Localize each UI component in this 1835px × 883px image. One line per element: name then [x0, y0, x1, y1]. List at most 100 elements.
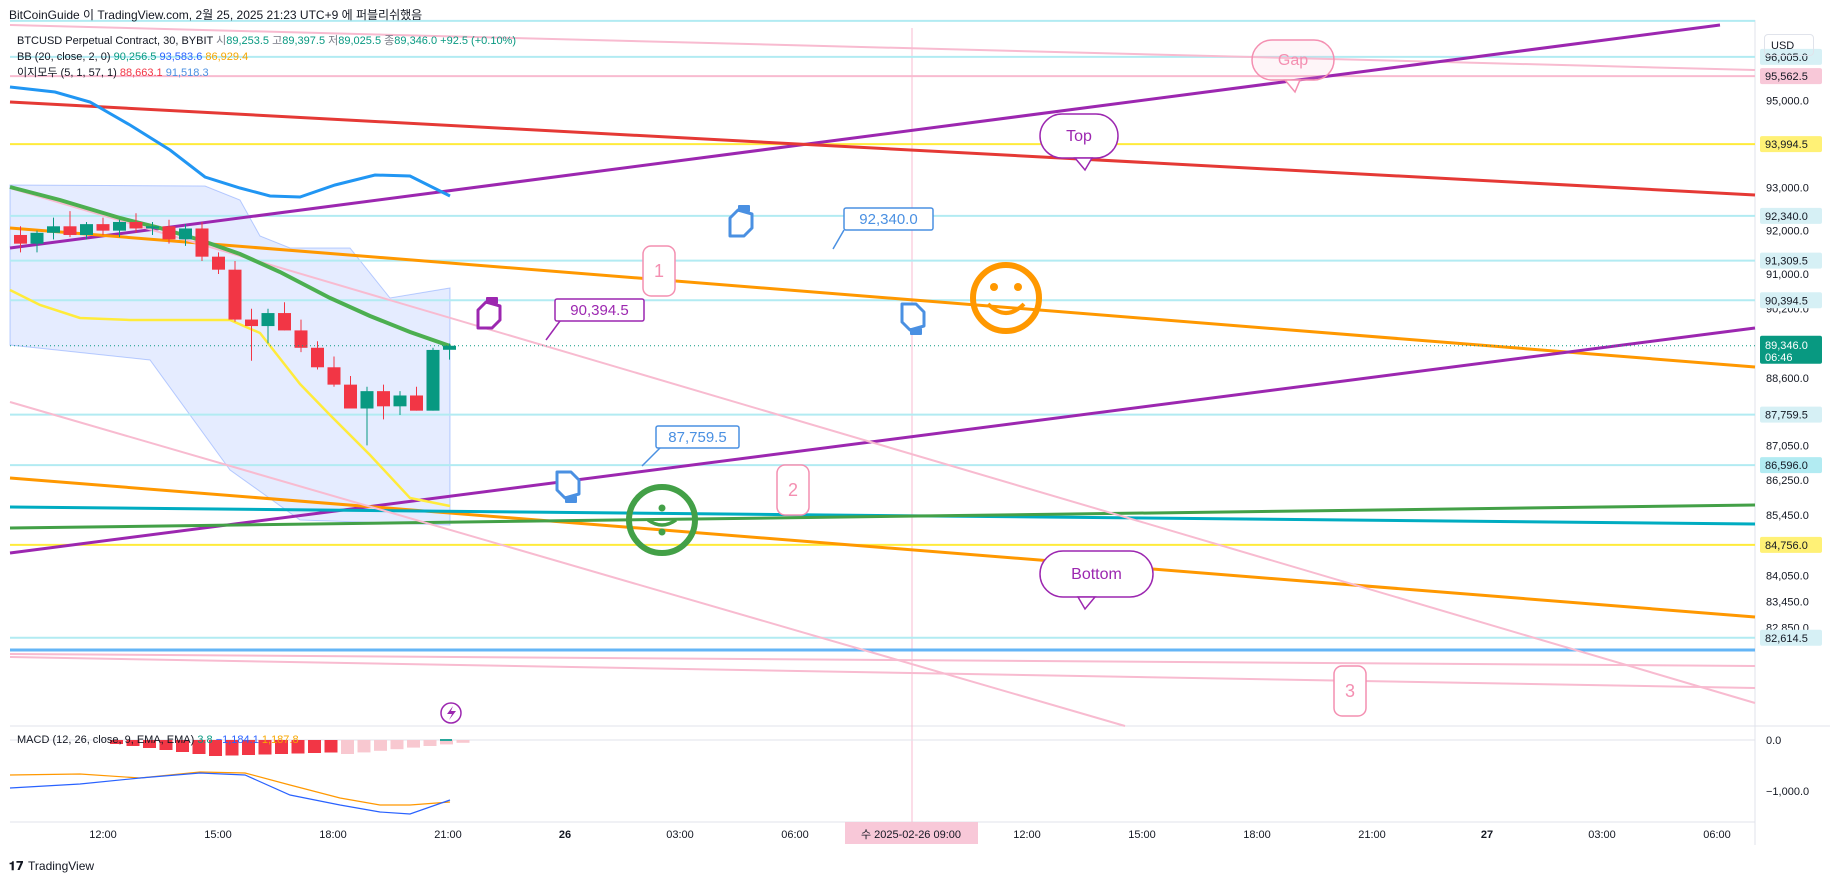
callout-bottom: Bottom [1039, 550, 1154, 598]
candle-body-6 [113, 221, 126, 231]
price-tag-bg-4 [1760, 252, 1822, 269]
macd-bar-7 [225, 740, 239, 756]
orange-smiley-eye-right [1014, 283, 1022, 291]
candle-body-7 [129, 221, 143, 229]
macd-bar-11 [291, 740, 305, 754]
macd-bar-18 [407, 740, 420, 748]
trend-line-11 [9, 653, 1756, 667]
bb-basis-line [9, 185, 451, 348]
macd-bar-9 [258, 740, 272, 755]
price-tag-bg-5 [1760, 292, 1822, 309]
hand-pointer-purple-icon-shape [476, 300, 502, 330]
ind2-legend[interactable]: 이지모두 (5, 1, 57, 1) 88,663.1 91,518.3 [17, 66, 209, 81]
macd-bar-21 [456, 740, 470, 743]
change-value: +92.5 (+0.10%) [440, 35, 517, 47]
y-tick-10: 83,450.0 [1766, 597, 1809, 609]
price-tag-9: 82,614.5 [1765, 633, 1808, 645]
bb-legend[interactable]: BB (20, close, 2, 0) 90,256.5 93,583.6 8… [17, 50, 248, 65]
currency-selector[interactable]: USD [1764, 34, 1814, 56]
bb-lower: 86,929.4 [205, 51, 249, 63]
ind2-b: 91,518.3 [165, 67, 209, 79]
y-tick-9: 84,050.0 [1766, 571, 1809, 583]
price-tag-2: 93,994.5 [1765, 139, 1808, 151]
candle-body-11 [195, 228, 209, 257]
crosshair-time-label: 수 2025-02-26 09:00 [861, 828, 961, 841]
x-tick-2: 18:00 [319, 829, 347, 841]
price-tag-bg-0 [1760, 48, 1822, 65]
price-tag-8: 84,756.0 [1765, 540, 1808, 552]
macd-bar-20 [440, 740, 453, 745]
bb-upper: 93,583.6 [159, 51, 203, 63]
price-tag-bg-9 [1760, 629, 1822, 646]
trend-line-1 [9, 23, 1721, 250]
callout-bottom-text: Bottom [1071, 566, 1122, 583]
hand-pointer-blue-2-icon-shape [900, 302, 926, 332]
callout-90394-text: 90,394.5 [570, 302, 628, 319]
macd-bar-2 [143, 740, 156, 748]
macd-bar-last [440, 739, 452, 741]
trend-line-0 [9, 24, 1756, 71]
tradingview-logo-icon: 𝟏𝟳 [9, 859, 25, 873]
callout-gap: Gap [1251, 39, 1335, 81]
x-tick-0: 12:00 [89, 829, 117, 841]
callout-wave-2-text: 2 [788, 480, 798, 500]
candle-body-9 [162, 226, 176, 240]
price-tag-6: 87,759.5 [1765, 410, 1808, 422]
y-tick-2: 92,000.0 [1766, 226, 1809, 238]
callout-top-tail [1073, 157, 1094, 172]
macd-bar-15 [357, 740, 371, 753]
candle-body-12 [212, 256, 225, 270]
ind2-label: 이지모두 (5, 1, 57, 1) [17, 67, 117, 79]
candle-body-18 [311, 347, 324, 368]
macd-bar-3 [159, 740, 173, 750]
green-face-mouth [646, 518, 678, 527]
candle-body-13 [228, 269, 242, 320]
callout-wave-3: 3 [1333, 665, 1367, 717]
bollinger-band-fill [9, 184, 451, 526]
x-tick-8: 12:00 [1013, 829, 1041, 841]
macd-bar-17 [390, 740, 404, 750]
callout-gap-tail [1283, 79, 1302, 94]
y-tick-1: 93,000.0 [1766, 182, 1809, 194]
price-tag-bg-2 [1760, 136, 1822, 153]
callout-wave-2-box [776, 464, 810, 516]
callout-gap-text: Gap [1278, 52, 1308, 69]
last-price-timer: 06:46 [1765, 352, 1793, 364]
trend-line-3 [9, 226, 1756, 369]
candle-body-19 [327, 367, 341, 385]
macd-bar-1 [126, 740, 140, 746]
price-tag-0: 96,005.0 [1765, 52, 1808, 64]
callout-wave-1: 1 [642, 245, 676, 297]
callout-92340-box [843, 207, 934, 231]
crosshair-time-bg [845, 822, 978, 844]
callout-92340-pointer [832, 229, 845, 250]
low-label: 저 [328, 35, 339, 47]
callout-87759-box [655, 425, 740, 449]
trend-line-9 [9, 401, 1126, 727]
bb-label: BB (20, close, 2, 0) [17, 51, 111, 63]
orange-smiley-eye-left [990, 283, 998, 291]
candle-body-0 [14, 234, 27, 244]
candle-body-16 [278, 313, 291, 331]
callout-87759-text: 87,759.5 [668, 429, 726, 446]
callout-90394: 90,394.5 [554, 298, 645, 322]
publish-header: BitCoinGuide 이 TradingView.com, 2월 25, 2… [9, 8, 423, 22]
macd-bar-14 [341, 740, 354, 754]
macd-bar-6 [209, 740, 222, 756]
candle-body-5 [96, 224, 110, 231]
macd-bar-4 [176, 740, 189, 752]
macd-signal: 1,187.8 [261, 734, 299, 746]
callout-bottom-box [1039, 550, 1154, 598]
callout-wave-2: 2 [776, 464, 810, 516]
high-label: 고 [272, 35, 283, 47]
candle-body-22 [377, 391, 390, 407]
hand-pointer-blue-1-icon [728, 205, 754, 238]
macd-bar-13 [324, 740, 338, 753]
x-tick-12: 27 [1481, 829, 1493, 841]
macd-legend[interactable]: MACD (12, 26, close, 9, EMA, EMA) 3.8 −1… [17, 733, 299, 748]
x-tick-4: 26 [559, 829, 571, 841]
green-face-icon [626, 484, 698, 556]
high-value: 89,397.5 [282, 35, 326, 47]
footer-brand[interactable]: 𝟏𝟳 TradingView [9, 859, 94, 874]
